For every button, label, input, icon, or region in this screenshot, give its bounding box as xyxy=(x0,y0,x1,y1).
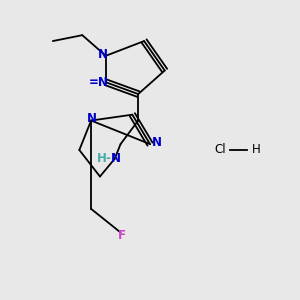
Text: H: H xyxy=(97,152,106,165)
Text: Cl: Cl xyxy=(215,143,226,157)
Text: -: - xyxy=(106,152,111,165)
Text: =N: =N xyxy=(88,76,108,89)
Text: N: N xyxy=(152,136,161,149)
Text: N: N xyxy=(111,152,121,165)
Text: N: N xyxy=(98,48,108,61)
Text: N: N xyxy=(87,112,97,125)
Text: F: F xyxy=(118,230,126,242)
Text: H: H xyxy=(252,143,260,157)
